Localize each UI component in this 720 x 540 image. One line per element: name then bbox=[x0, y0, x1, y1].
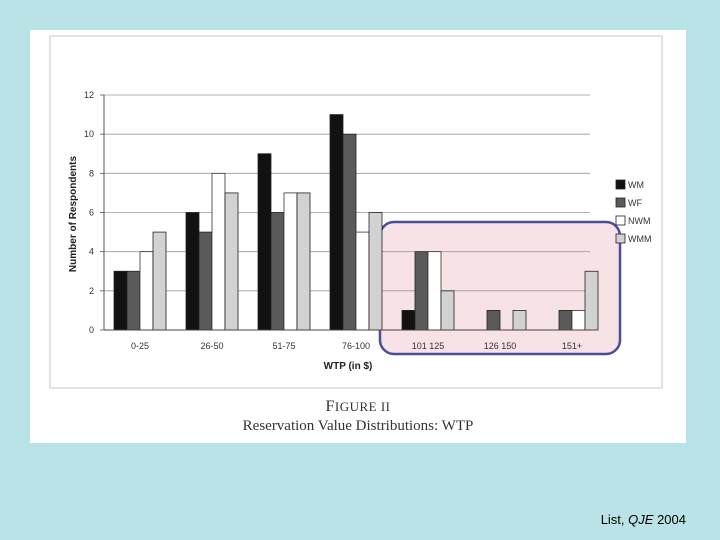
x-axis-label: WTP (in $) bbox=[324, 361, 373, 372]
legend-label-wf: WF bbox=[628, 198, 642, 208]
bar-wmm-26-50 bbox=[224, 192, 239, 331]
bar-wmm-151+ bbox=[584, 270, 599, 331]
bar-wf-51-75 bbox=[270, 212, 285, 331]
bar-chart: 0 2 4 6 8 10 12 0-25 26-50 51-75 76-100 101 125 126 … bbox=[49, 35, 663, 389]
bar-wm-76-100 bbox=[329, 114, 344, 331]
x-tick-label: 26-50 bbox=[200, 341, 223, 351]
figure-subtitle: Reservation Value Distributions: WTP bbox=[242, 418, 474, 434]
bar-nwm-76-100 bbox=[355, 231, 370, 331]
bar-wf-101-125 bbox=[414, 251, 429, 331]
bar-wm-0-25 bbox=[113, 270, 128, 331]
bar-nwm-101-125 bbox=[427, 251, 442, 331]
y-tick-label: 2 bbox=[89, 286, 94, 296]
bar-nwm-151+ bbox=[571, 310, 586, 331]
figure-title: FIGURE II bbox=[30, 398, 686, 416]
y-tick-label: 10 bbox=[84, 129, 94, 139]
x-tick-label: 126 150 bbox=[484, 341, 517, 351]
legend-label-wm: WM bbox=[628, 180, 644, 190]
legend-label-wmm: WMM bbox=[628, 234, 652, 244]
bar-wm-101-125 bbox=[401, 310, 416, 331]
x-tick-label: 101 125 bbox=[412, 341, 445, 351]
bar-wmm-101-125 bbox=[440, 290, 455, 331]
citation: List, QJE 2004 bbox=[601, 512, 686, 527]
bar-wm-51-75 bbox=[257, 153, 272, 331]
bar-nwm-51-75 bbox=[283, 192, 298, 331]
bar-wmm-76-100 bbox=[368, 212, 383, 331]
y-tick-label: 4 bbox=[89, 247, 94, 257]
y-tick-label: 8 bbox=[89, 168, 94, 178]
bar-nwm-0-25 bbox=[139, 251, 154, 331]
bar-wf-76-100 bbox=[342, 133, 357, 331]
bar-wm-26-50 bbox=[185, 212, 200, 331]
x-tick-label: 151+ bbox=[562, 341, 582, 351]
citation-journal: QJE bbox=[628, 512, 654, 527]
x-tick-label: 0-25 bbox=[131, 341, 149, 351]
citation-year: 2004 bbox=[653, 512, 686, 527]
bar-nwm-26-50 bbox=[211, 172, 226, 331]
y-tick-label: 0 bbox=[89, 325, 94, 335]
figure-image: 0 2 4 6 8 10 12 0-25 26-50 51-75 76-100 101 125 126 … bbox=[30, 30, 686, 443]
y-axis-label: Number of Respondents bbox=[68, 156, 79, 273]
bar-wmm-51-75 bbox=[296, 192, 311, 331]
chart-frame bbox=[49, 35, 663, 389]
y-tick-label: 6 bbox=[89, 208, 94, 218]
legend-label-nwm: NWM bbox=[628, 216, 651, 226]
legend-swatch-wf bbox=[615, 197, 626, 208]
x-tick-label: 76-100 bbox=[342, 341, 370, 351]
bar-wf-126-150 bbox=[486, 310, 501, 331]
y-tick-label: 12 bbox=[84, 90, 94, 100]
bar-wmm-0-25 bbox=[152, 231, 167, 331]
legend-swatch-wm bbox=[615, 179, 626, 190]
figure-title-rest: IGURE II bbox=[334, 399, 391, 414]
x-tick-label: 51-75 bbox=[272, 341, 295, 351]
bar-wf-151+ bbox=[558, 310, 573, 331]
bar-wf-26-50 bbox=[198, 231, 213, 331]
citation-author: List, bbox=[600, 512, 629, 527]
bar-wf-0-25 bbox=[126, 270, 141, 331]
legend-swatch-nwm bbox=[615, 215, 626, 226]
bar-wmm-126-150 bbox=[512, 310, 527, 331]
legend-swatch-wmm bbox=[615, 233, 626, 244]
figure-title-initial: F bbox=[325, 398, 335, 415]
